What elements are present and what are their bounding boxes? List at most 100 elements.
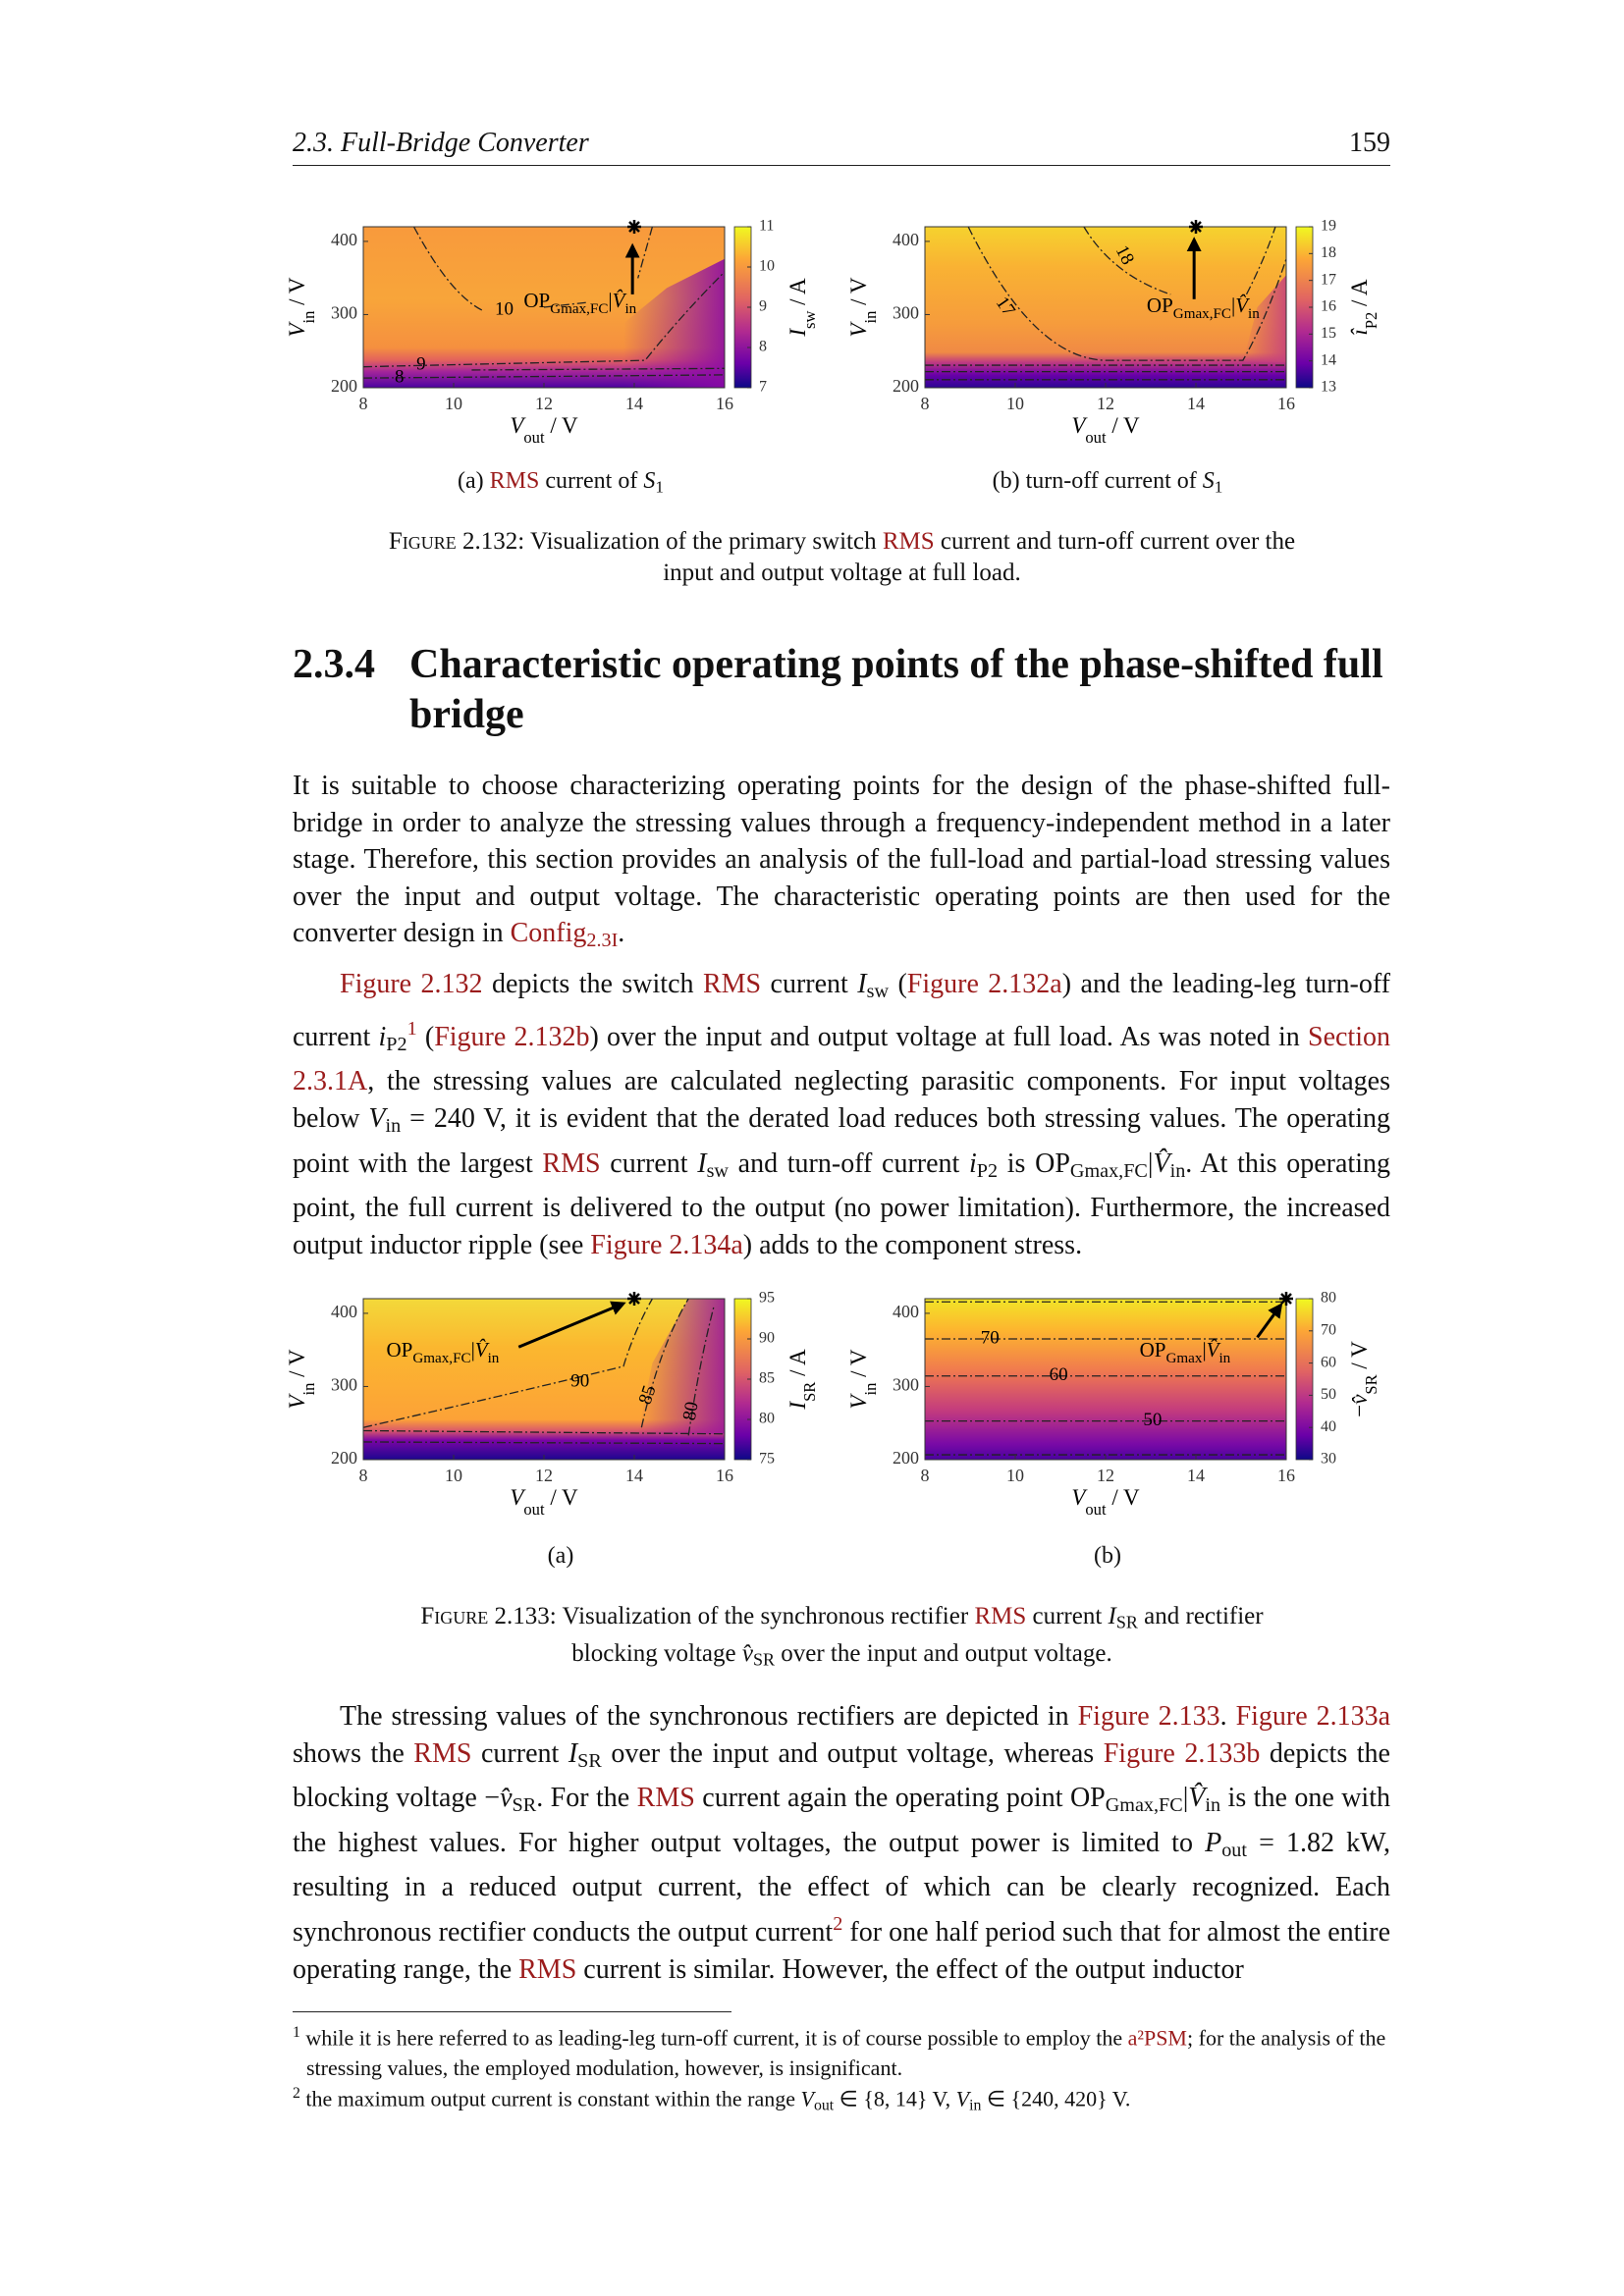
contour-label: 90 — [570, 1371, 589, 1392]
text-run: in — [969, 2097, 982, 2114]
text-run[interactable]: Figure 2.132a — [906, 969, 1062, 999]
text-run: / V — [846, 1349, 871, 1382]
colorbar-tick-label: 85 — [759, 1370, 775, 1387]
text-run: V — [955, 2086, 970, 2111]
text-run: in — [299, 310, 318, 324]
text-run[interactable]: Figure 2.134a — [590, 1229, 743, 1260]
text-run: (a) — [547, 1543, 574, 1569]
text-run: (b) turn-off current of — [992, 468, 1203, 494]
y-tick-label: 200 — [893, 376, 919, 396]
colorbar-tick-label: 17 — [1321, 271, 1336, 288]
text-run: / V — [285, 1349, 309, 1382]
colorbar — [1295, 1298, 1314, 1461]
section-title: Characteristic operating points of the p… — [409, 642, 1383, 737]
text-run[interactable]: RMS — [636, 1783, 695, 1814]
colorbar-label: ISR / A — [785, 1349, 819, 1411]
text-run: ( — [889, 969, 907, 999]
text-run[interactable]: Figure 2.133 — [1077, 1701, 1220, 1732]
operating-point-marker — [627, 1292, 641, 1306]
text-run[interactable]: Figure 2.133a — [1235, 1701, 1391, 1732]
section-number: 2.3.4 — [293, 642, 375, 687]
text-run: current of — [539, 468, 644, 494]
text-run[interactable]: Figure 2.133b — [1103, 1737, 1261, 1769]
x-tick-label: 10 — [445, 1466, 462, 1485]
colorbar-tick-label: 70 — [1321, 1321, 1336, 1338]
subcaption: (b) — [862, 1543, 1353, 1570]
x-tick-label: 14 — [625, 394, 643, 413]
text-run: S — [643, 468, 656, 494]
text-run[interactable]: RMS — [413, 1737, 472, 1769]
text-run[interactable]: RMS — [518, 1953, 577, 1985]
text-run: and rectifier blocking voltage — [571, 1603, 1264, 1667]
y-tick-label: 200 — [331, 376, 357, 396]
text-run[interactable]: 2.3I — [586, 930, 619, 952]
text-run: / V — [1347, 1341, 1372, 1374]
text-run[interactable]: Config — [510, 918, 587, 949]
text-run: Gmax,FC — [412, 1352, 470, 1367]
y-tick-label: 400 — [893, 230, 919, 249]
text-run: Gmax,FC — [1069, 1159, 1148, 1182]
text-run[interactable]: RMS — [702, 969, 762, 999]
contour-line — [362, 1429, 726, 1435]
text-run: over the input and output voltage, where… — [601, 1737, 1104, 1769]
text-run: in — [1218, 1352, 1230, 1367]
x-tick-label: 16 — [716, 394, 733, 413]
colorbar-tick-label: 80 — [1321, 1290, 1336, 1307]
colorbar-label: −v̂SR / V — [1347, 1341, 1380, 1417]
text-run: OP — [523, 289, 550, 312]
text-run: Gmax,FC — [1105, 1794, 1183, 1817]
x-tick-label: 8 — [359, 394, 368, 413]
operating-point-marker — [1279, 1292, 1293, 1306]
text-run: | — [1182, 1783, 1189, 1814]
text-run: in — [385, 1114, 402, 1137]
contour-line — [362, 1441, 726, 1445]
text-run: Gmax,FC — [550, 302, 608, 318]
x-tick-label: 14 — [1187, 394, 1205, 413]
x-tick-label: 12 — [535, 394, 553, 413]
x-axis-label: Vout / V — [1071, 413, 1140, 447]
figure-caption: Figure 2.133: Visualization of the synch… — [388, 1601, 1296, 1675]
text-run[interactable]: RMS — [489, 468, 540, 494]
text-run: V̂ — [1207, 1338, 1221, 1362]
annotation-arrow — [517, 1301, 626, 1349]
text-run: ) and the leading-leg turn-off current — [293, 969, 1390, 1052]
text-run[interactable]: Section 2.3.1A — [293, 1021, 1390, 1097]
text-run: − — [1347, 1405, 1372, 1417]
contour-line — [362, 374, 726, 379]
heatmap — [925, 1299, 1286, 1460]
text-run: V — [1071, 1485, 1088, 1510]
text-run: I — [785, 1401, 810, 1411]
text-run: current is similar. However, the effect … — [576, 1953, 1244, 1985]
text-run[interactable]: 2 — [833, 1913, 843, 1936]
colorbar-tick-label: 9 — [759, 298, 767, 315]
text-run[interactable]: RMS — [882, 528, 935, 555]
paragraph: The stressing values of the synchronous … — [293, 1698, 1390, 1988]
header-rule — [293, 165, 1390, 166]
text-run[interactable]: a²PSM — [1127, 2025, 1187, 2051]
y-tick-label: 300 — [331, 303, 357, 323]
text-run: is the one with the highest values. For … — [293, 1783, 1390, 1858]
text-run[interactable]: RMS — [542, 1148, 601, 1179]
colorbar-tick-label: 8 — [759, 339, 767, 355]
y-tick-label: 400 — [331, 1302, 357, 1321]
text-run[interactable]: RMS — [974, 1603, 1027, 1629]
text-run: / V — [846, 277, 871, 310]
text-run: ∈ {8, 14} V, — [834, 2086, 956, 2111]
text-run[interactable]: Figure 2.132 — [340, 969, 483, 999]
text-run: V — [846, 321, 871, 338]
text-run: P — [1205, 1827, 1222, 1858]
x-tick-label: 14 — [625, 1466, 643, 1485]
text-run: : Visualization of the synchronous recti… — [549, 1603, 975, 1629]
x-tick-label: 12 — [1097, 394, 1114, 413]
text-run: V̂ — [1188, 1783, 1206, 1814]
contour-label: 8 — [395, 367, 405, 388]
contour-label: 80 — [679, 1400, 703, 1421]
text-run[interactable]: 1 — [406, 1017, 417, 1040]
text-run: in — [299, 1382, 318, 1396]
text-run[interactable]: Figure 2.132b — [434, 1021, 590, 1052]
text-run: OP — [387, 1338, 413, 1362]
x-tick-label: 12 — [535, 1466, 553, 1485]
